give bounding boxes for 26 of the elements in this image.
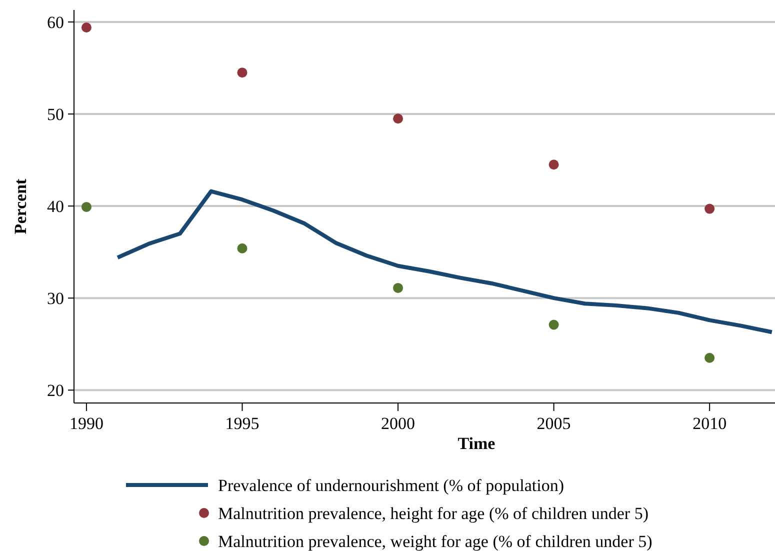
y-tick-label: 20 <box>47 381 64 400</box>
point <box>237 68 248 78</box>
y-tick-label: 60 <box>47 12 64 32</box>
x-tick-label: 2000 <box>381 414 416 433</box>
legend-label: Malnutrition prevalence, height for age (% of children under 5) <box>218 504 649 523</box>
y-axis-title: Percent <box>11 178 30 234</box>
legend-label: Prevalence of undernourishment (% of population) <box>218 476 564 495</box>
point <box>81 22 92 32</box>
y-tick-label: 50 <box>47 104 64 124</box>
point <box>393 282 404 293</box>
point <box>393 114 404 124</box>
point <box>704 204 715 214</box>
point <box>548 320 559 330</box>
x-tick-label: 1995 <box>225 414 260 433</box>
point <box>704 352 715 363</box>
point <box>237 243 248 254</box>
y-tick-label: 40 <box>47 196 64 216</box>
x-tick-label: 2010 <box>692 414 727 433</box>
point <box>548 160 559 170</box>
point <box>81 202 92 212</box>
y-tick-label: 30 <box>47 289 64 308</box>
line-series <box>116 189 774 334</box>
x-tick-label: 1990 <box>69 414 104 433</box>
legend-label: Malnutrition prevalence, weight for age (% of children under 5) <box>218 532 652 551</box>
x-axis-title: Time <box>458 434 496 453</box>
x-tick-label: 2005 <box>536 414 571 433</box>
